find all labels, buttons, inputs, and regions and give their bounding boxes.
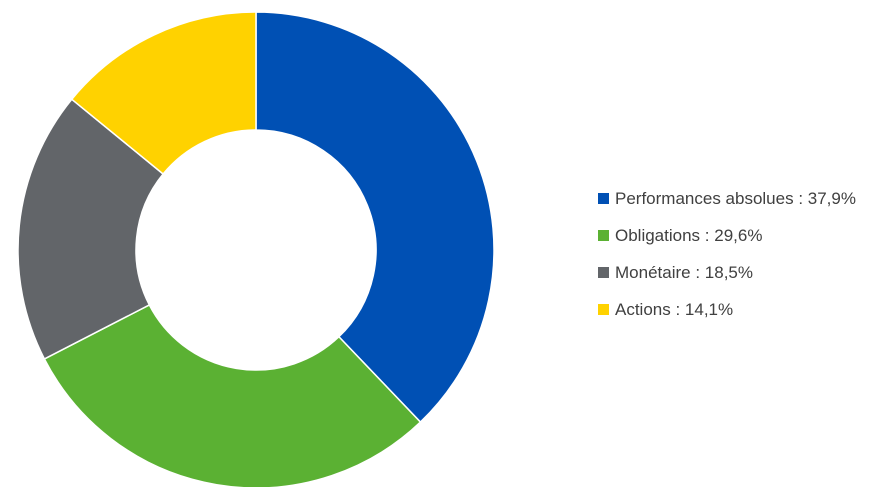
- legend-separator: :: [670, 299, 685, 319]
- legend-label-actions: Actions: [615, 299, 671, 319]
- slice-actions: [70, 11, 257, 176]
- legend-separator: :: [700, 225, 715, 245]
- legend-swatch-actions: [598, 304, 609, 315]
- legend-value-obligations: 29,6%: [714, 225, 763, 245]
- legend-label-obligations: Obligations: [615, 225, 701, 245]
- legend-value-actions: 14,1%: [684, 299, 734, 319]
- legend-swatch-performances-absolues: [598, 193, 609, 204]
- legend-swatch-monetaire: [598, 267, 609, 278]
- legend-item-performances-absolues: Performances absolues : 37,9%: [598, 180, 856, 217]
- slice-performances-absolues: [255, 11, 495, 424]
- slice-obligations: [43, 303, 422, 487]
- legend-label-performances-absolues: Performances absolues: [615, 188, 794, 208]
- legend-swatch-obligations: [598, 230, 609, 241]
- legend-item-actions: Actions : 14,1%: [598, 291, 856, 328]
- legend-separator: :: [793, 188, 808, 208]
- legend-item-obligations: Obligations : 29,6%: [598, 217, 856, 254]
- legend-value-monetaire: 18,5%: [704, 262, 753, 282]
- legend-item-monetaire: Monétaire : 18,5%: [598, 254, 856, 291]
- slice-monetaire: [17, 98, 165, 360]
- legend-label-monetaire: Monétaire: [615, 262, 691, 282]
- chart-legend: Performances absolues : 37,9% Obligation…: [598, 180, 856, 328]
- donut-slices: [17, 11, 495, 487]
- legend-separator: :: [690, 262, 705, 282]
- legend-value-performances-absolues: 37,9%: [807, 188, 856, 208]
